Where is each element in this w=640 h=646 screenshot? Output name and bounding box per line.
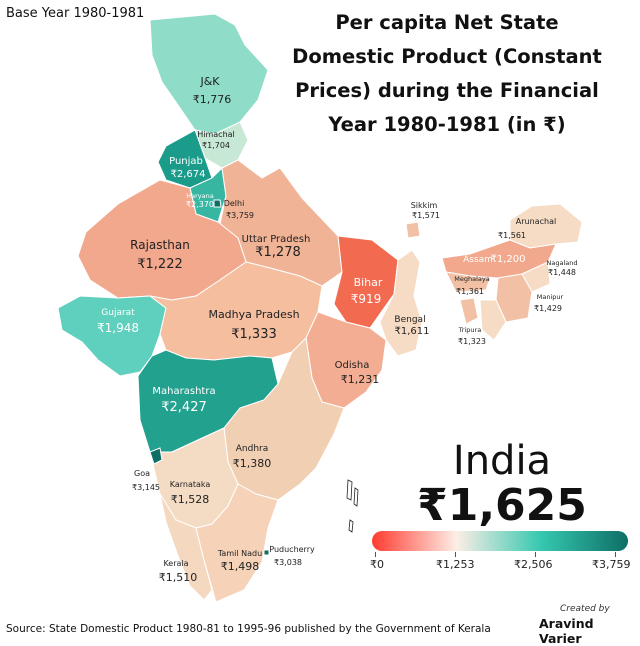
value-jk: ₹1,776 [193,93,232,106]
value-bihar: ₹919 [351,292,382,306]
value-kerala: ₹1,510 [159,571,198,584]
state-labels: J&K ₹1,776 Himachal ₹1,704 Punjab ₹2,674… [97,75,578,584]
label-punjab: Punjab [169,156,203,167]
value-meghalaya: ₹1,361 [456,287,484,296]
label-tripura: Tripura [458,326,481,334]
value-delhi: ₹3,759 [226,211,254,220]
legend-tick-label-3: ₹3,759 [592,558,631,571]
value-punjab: ₹2,674 [171,169,206,180]
state-bengal[interactable] [379,249,423,357]
label-meghalaya: Meghalaya [454,275,489,283]
value-arunachal: ₹1,561 [498,231,526,240]
value-tamil-nadu: ₹1,498 [221,560,260,573]
state-arunachal[interactable] [509,203,583,249]
state-tripura[interactable] [459,297,479,325]
legend-tick [615,552,616,557]
value-uttar-pradesh: ₹1,278 [255,245,301,260]
label-maharashtra: Maharashtra [152,386,215,397]
legend-tick [375,552,376,557]
value-bengal: ₹1,611 [395,326,430,337]
label-andhra: Andhra [236,444,269,454]
label-gujarat: Gujarat [101,308,135,318]
state-goa[interactable] [149,447,163,465]
legend-tick [455,552,456,557]
value-goa: ₹3,145 [132,483,160,492]
label-bihar: Bihar [354,276,383,289]
label-delhi: Delhi [224,199,245,208]
value-gujarat: ₹1,948 [97,321,139,335]
legend-tick-label-2: ₹2,506 [514,558,553,571]
india-label: India [452,438,552,484]
base-year: Base Year 1980-1981 [6,6,145,21]
state-himachal[interactable] [194,121,249,169]
value-karnataka: ₹1,528 [171,493,210,506]
title-line-3: Prices) during the Financial [295,79,599,102]
label-assam: Assam [463,255,493,265]
state-mizoram[interactable] [479,299,507,341]
author: Aravind Varier [539,616,594,646]
state-puducherry[interactable] [263,549,270,556]
state-tamil-nadu[interactable] [195,483,279,603]
label-uttar-pradesh: Uttar Pradesh [242,234,311,245]
state-meghalaya[interactable] [445,271,491,293]
islands [346,479,359,533]
state-delhi[interactable] [213,199,222,208]
map-title: Per capita Net State Domestic Product (C… [282,6,612,142]
title-line-4: Year 1980-1981 (in ₹) [328,113,566,136]
label-bengal: Bengal [394,315,425,325]
state-jk[interactable] [149,13,269,135]
value-himachal: ₹1,704 [202,141,230,150]
legend-tick [535,552,536,557]
value-sikkim: ₹1,571 [412,211,440,220]
label-puducherry: Puducherry [269,545,315,554]
created-by: Created by [560,604,610,614]
label-tamil-nadu: Tamil Nadu [217,549,262,558]
value-assam: ₹1,200 [491,254,526,265]
value-puducherry: ₹3,038 [274,558,302,567]
source-note: Source: State Domestic Product 1980-81 t… [6,623,491,635]
label-karnataka: Karnataka [170,480,211,489]
label-himachal: Himachal [197,130,235,139]
value-tripura: ₹1,323 [458,337,486,346]
label-jk: J&K [199,75,220,88]
legend-color-bar [372,531,628,551]
value-manipur: ₹1,429 [534,304,562,313]
label-manipur: Manipur [537,293,564,301]
value-maharashtra: ₹2,427 [161,400,207,415]
label-rajasthan: Rajasthan [130,238,190,252]
label-arunachal: Arunachal [516,217,556,226]
label-haryana: Haryana [186,192,213,200]
value-haryana: ₹2,370 [186,200,214,209]
value-rajasthan: ₹1,222 [137,257,183,272]
value-nagaland: ₹1,448 [548,268,576,277]
state-kerala[interactable] [159,493,213,601]
value-andhra: ₹1,380 [233,457,272,470]
value-odisha: ₹1,231 [341,373,380,386]
label-odisha: Odisha [335,360,370,371]
india-value: ₹1,625 [417,480,587,531]
label-kerala: Kerala [163,559,188,568]
title-line-1: Per capita Net State [335,11,559,34]
label-madhya-pradesh: Madhya Pradesh [208,308,299,321]
label-goa: Goa [134,469,150,478]
legend-tick-label-1: ₹1,253 [436,558,475,571]
label-nagaland: Nagaland [547,259,578,267]
title-line-2: Domestic Product (Constant [292,45,602,68]
legend-tick-label-0: ₹0 [370,558,384,571]
state-sikkim[interactable] [405,221,421,239]
label-sikkim: Sikkim [411,201,438,210]
value-madhya-pradesh: ₹1,333 [231,327,277,342]
